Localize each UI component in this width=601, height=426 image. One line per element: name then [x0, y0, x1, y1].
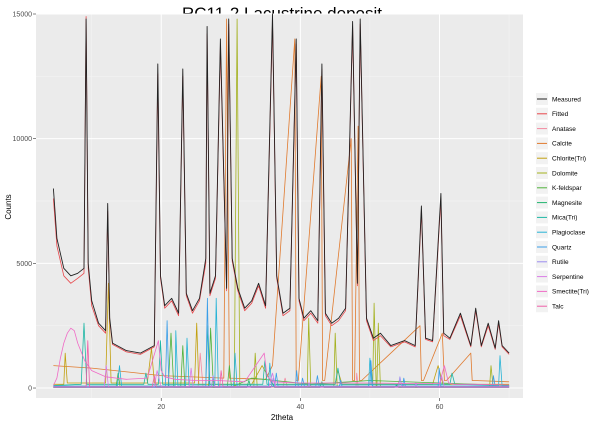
legend-label: Measured: [552, 96, 581, 103]
series-line-serpentine: [53, 365, 510, 388]
legend-label: Plagioclase: [552, 230, 586, 237]
x-tick-label: 60: [436, 404, 444, 411]
series-line-plagioclase: [53, 297, 510, 387]
legend-label: Smectite(Tri): [552, 289, 589, 296]
axis-ticks: 20 40 60 0 5000 10000 15000: [13, 12, 444, 412]
x-tick-label: 40: [296, 404, 304, 411]
y-axis-title: Counts: [4, 194, 13, 219]
series-layer: [52, 13, 510, 388]
series-line-quartz: [53, 297, 510, 387]
legend-label: Fitted: [552, 111, 569, 118]
legend-label: Talc: [552, 304, 564, 311]
legend-label: Dolomite: [552, 170, 578, 177]
legend: Measured Fitted Anatase Calcite Chlorite(Tri…: [536, 93, 589, 313]
legend-label: Magnesite: [552, 200, 582, 207]
legend-label: Anatase: [552, 126, 576, 133]
legend-label: Quartz: [552, 244, 572, 251]
series-line-talc: [53, 340, 510, 388]
legend-label: Rutile: [552, 259, 569, 266]
y-tick-label: 10000: [13, 136, 33, 143]
legend-label: Mica(Tri): [552, 215, 577, 222]
legend-label: Chlorite(Tri): [552, 156, 586, 163]
legend-label: Calcite: [552, 141, 572, 148]
y-tick-label: 5000: [16, 261, 32, 268]
legend-label: K-feldspar: [552, 185, 582, 192]
y-tick-label: 15000: [13, 12, 33, 19]
legend-label: Serpentine: [552, 274, 584, 281]
y-tick-label: 0: [28, 386, 32, 393]
x-tick-label: 20: [157, 404, 165, 411]
plot-panel: [36, 14, 523, 398]
series-line-measured: [52, 13, 510, 354]
series-line-calcite: [53, 18, 510, 383]
series-line-smectite-tri: [53, 327, 510, 386]
x-axis-title: 2theta: [271, 413, 294, 422]
